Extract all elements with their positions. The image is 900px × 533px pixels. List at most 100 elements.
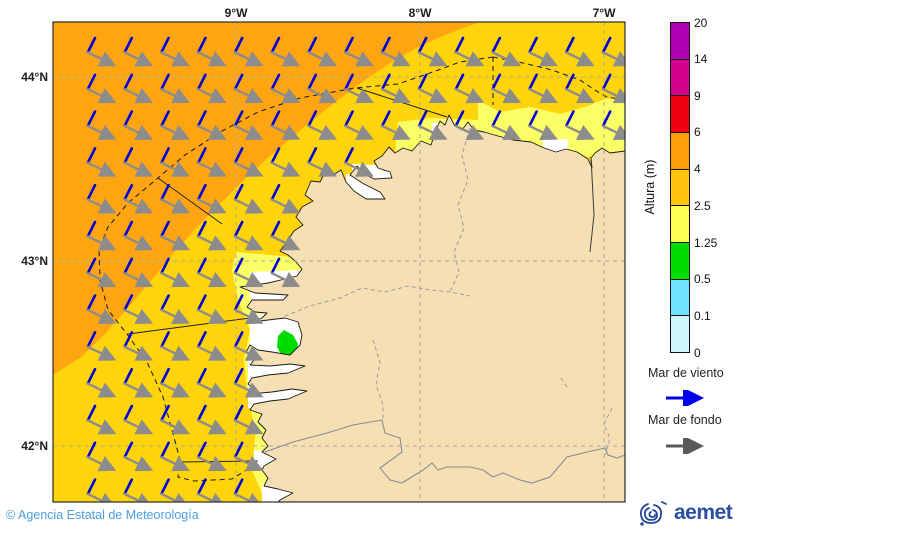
swell-arrow [270,234,301,251]
swell-arrow [233,308,264,324]
wind-sea-arrow [86,367,97,385]
wind-sea-arrow [307,73,318,91]
colorbar-tick-9: 9 [694,89,701,103]
wind-sea-arrow [565,36,575,54]
wind-sea-arrow [86,441,97,459]
aemet-logo-text: aemet [674,501,733,524]
swell-arrow [601,124,625,140]
wind-sea-arrow [197,478,207,495]
y-axis-label-44n: 44°N [21,70,48,84]
wind-sea-arrow [270,183,281,201]
wind-sea-arrow [86,73,97,91]
wind-sea-arrow [86,478,97,495]
swell-arrow [160,161,190,177]
wind-sea-arrow [160,441,170,459]
swell-arrow [417,124,448,140]
swell-arrow [528,124,558,140]
swell-arrow [270,124,301,140]
y-axis-label-42n: 42°N [21,439,48,453]
wind-sea-arrow [270,220,281,238]
wind-sea-arrow [454,36,465,54]
wind-sea-arrow [123,331,134,348]
swell-arrow [196,198,227,214]
swell-arrow [86,198,117,214]
sea-4-6m [53,22,480,375]
swell-arrow [233,87,264,104]
swell-arrow [196,124,227,140]
wind-sea-arrow [86,147,97,164]
wind-sea-arrow [233,478,244,495]
swell-arrow [344,50,374,67]
wind-sea-arrow [123,367,134,385]
swell-arrow [160,308,190,324]
swell-arrow [307,87,338,104]
colorbar-segment-0 [671,315,689,352]
swell-arrow [123,455,154,472]
wind-sea-arrow [233,404,244,422]
colorbar-segment-4 [671,168,689,206]
swell-arrow [344,161,374,177]
swell-arrow [160,50,190,67]
wind-sea-arrow [491,73,502,91]
swell-arrow [233,382,264,398]
colorbar-tick-2p5: 2.5 [694,199,711,213]
wind-sea-arrow [381,73,391,91]
wind-sea-arrow [565,110,575,127]
wind-sea-arrow [197,183,207,201]
swell-arrow [160,455,190,472]
wind-sea-arrow [160,147,170,164]
colorbar-segment-6 [671,95,689,132]
colorbar-segment-2 [671,241,689,279]
wind-sea-arrow [233,147,244,164]
wind-sea-arrow [233,110,244,127]
swell-arrow [270,198,301,214]
swell-arrow [233,50,264,67]
river-border-mino [264,419,625,484]
wind-sea-arrow [160,36,170,54]
wind-sea-arrow [307,36,318,54]
wind-sea-arrow [197,404,207,422]
swell-arrow [123,124,154,140]
colorbar-tick-20: 20 [694,16,708,30]
swell-arrow [307,161,338,177]
swell-arrow [491,124,522,140]
swell-arrow [380,87,411,104]
wind-sea-arrow [233,257,244,275]
swell-arrow [86,50,117,67]
swell-arrow [454,124,485,140]
swell-arrow [86,234,117,251]
wind-sea-legend-arrow-icon [666,390,704,406]
swell-arrow [160,234,190,251]
swell-arrow [160,418,190,435]
colorbar-segment-5 [671,131,689,169]
swell-arrow [123,308,154,324]
wind-sea-arrow [270,36,281,54]
colorbar-segment-3 [671,205,689,242]
wind-sea-arrow [86,331,97,348]
wind-sea-arrow [197,367,207,385]
colorbar-tick-14: 14 [694,52,708,66]
wind-sea-arrow [344,110,354,127]
colorbar-segment-1 [671,278,689,316]
province-boundary-4 [560,377,570,391]
swell-arrow [196,418,227,435]
wind-sea-arrow [197,257,207,275]
swell-arrow [196,308,227,324]
swell-arrow [601,50,625,67]
swell-arrow [86,87,117,104]
wind-sea-arrow [160,110,170,127]
colorbar-tick-0: 0 [694,346,701,360]
swell-arrow [270,161,301,177]
wind-sea-arrow [270,110,281,127]
swell-arrow [417,50,448,67]
colorbar-title: Altura (m) [643,159,657,215]
wind-sea-arrow [123,441,134,459]
region-boundary-east [589,156,595,253]
swell-arrow [86,271,117,288]
wind-sea-arrow [160,294,170,311]
swell-arrow [123,382,154,398]
legend-swell-label: Mar de fondo [648,413,722,427]
wind-sea-arrow [601,73,612,91]
province-boundary-2 [372,339,384,418]
wind-sea-arrow [270,257,281,275]
